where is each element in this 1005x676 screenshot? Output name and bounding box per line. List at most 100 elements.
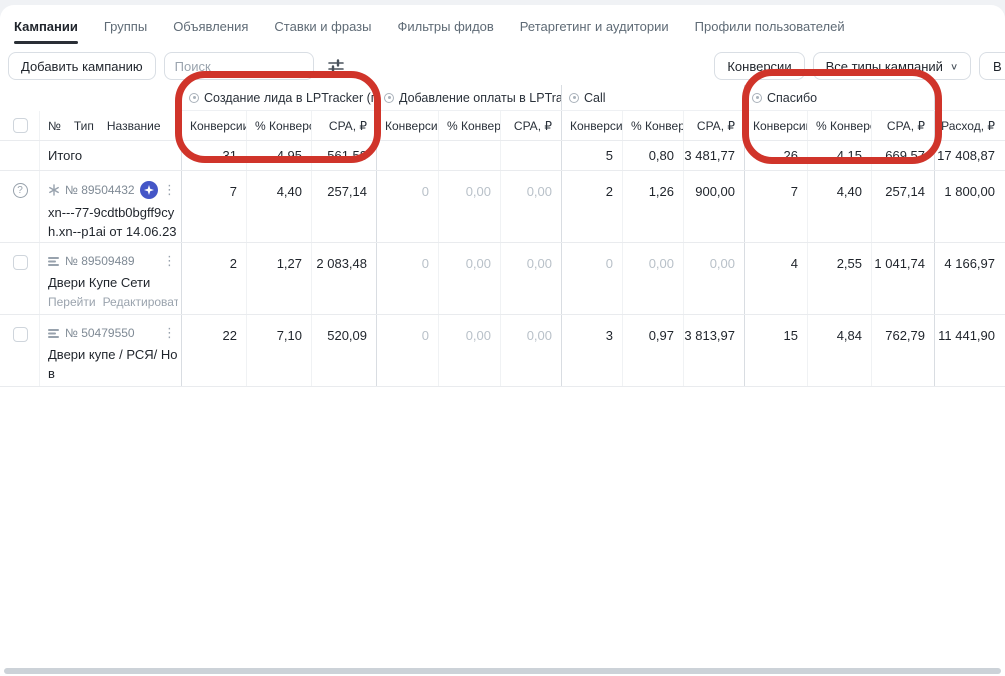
- totals-checkbox-spacer: [0, 141, 40, 171]
- metric-cell: 26: [745, 141, 808, 171]
- col-cpa-g2[interactable]: CPA, ₽: [501, 111, 562, 141]
- goal-groups-row: Создание лида в LPTracker (проект 491 До…: [0, 85, 1005, 111]
- col-cpa-g4[interactable]: CPA, ₽: [872, 111, 935, 141]
- metric-cell: 0,00: [501, 315, 562, 387]
- metric-cell: 0,97: [623, 315, 684, 387]
- metric-cell: [439, 141, 501, 171]
- row-menu-icon[interactable]: ⋮: [163, 325, 176, 340]
- conversions-button[interactable]: Конверсии: [714, 52, 805, 80]
- campaign-name[interactable]: Двери Купе Сети: [48, 275, 151, 290]
- tab-user-profiles[interactable]: Профили пользователей: [694, 18, 845, 34]
- select-all-checkbox[interactable]: [12, 118, 28, 133]
- metric-cell: 0: [377, 243, 439, 315]
- col-conversions-g3[interactable]: Конверсии: [562, 111, 623, 141]
- expense-cell: 4 166,97: [935, 243, 1005, 315]
- metric-cell: 762,79: [872, 315, 935, 387]
- metric-cell: 520,09: [312, 315, 377, 387]
- col-expense[interactable]: Расход, ₽: [935, 111, 1005, 141]
- metric-cell: 0,00: [501, 243, 562, 315]
- campaign-types-label: Все типы кампаний: [825, 58, 943, 74]
- go-to-link[interactable]: Перейти: [48, 294, 96, 309]
- tab-retargeting[interactable]: Ретаргетинг и аудитории: [519, 18, 669, 34]
- metric-cell: 7: [182, 171, 247, 243]
- campaign-number: № 89509489: [65, 254, 135, 268]
- col-rate-g3[interactable]: % Конверсии: [623, 111, 684, 141]
- metric-cell: 4,40: [247, 171, 312, 243]
- col-type-label[interactable]: Тип: [73, 118, 94, 133]
- col-cpa-g1[interactable]: CPA, ₽: [312, 111, 377, 141]
- campaign-name[interactable]: xn---77-9cdtb0bgff9cyh.xn--p1ai от 14.06…: [48, 205, 177, 239]
- row-menu-icon[interactable]: ⋮: [163, 182, 176, 197]
- tab-groups[interactable]: Группы: [103, 18, 148, 34]
- totals-label: Итого: [40, 141, 182, 171]
- metric-cell: 4,95: [247, 141, 312, 171]
- edit-link[interactable]: Редактировать: [103, 386, 178, 387]
- metric-cell: 2: [562, 171, 623, 243]
- campaign-name-cell: № 89504432 ⋮ xn---77-9cdtb0bgff9cyh.xn--…: [40, 171, 182, 243]
- campaign-type-icon: [48, 256, 59, 266]
- filter-settings-icon[interactable]: [322, 52, 350, 80]
- select-all-cell: [0, 111, 40, 141]
- main-tabbar: Кампании Группы Объявления Ставки и фраз…: [0, 5, 1005, 44]
- toolbar: Добавить кампанию Конверсии Все типы кам…: [0, 43, 1005, 81]
- metric-cell: 2: [182, 243, 247, 315]
- row-menu-icon[interactable]: ⋮: [163, 253, 176, 268]
- campaign-type-icon: [48, 328, 59, 338]
- chevron-down-icon: ∨: [949, 61, 958, 72]
- totals-row: Итого 31 4,95 561,58 5 0,80 3 481,77 26 …: [0, 141, 1005, 171]
- col-name-label[interactable]: Название: [106, 118, 161, 133]
- metric-cell: 7: [745, 171, 808, 243]
- col-number-label[interactable]: №: [48, 118, 61, 133]
- horizontal-scrollbar[interactable]: [4, 668, 1001, 674]
- campaign-row: № 89509489 ⋮ Двери Купе Сети Перейти Ред…: [0, 243, 1005, 315]
- row-checkbox[interactable]: [12, 327, 28, 342]
- campaigns-table: Создание лида в LPTracker (проект 491 До…: [0, 85, 1005, 387]
- metric-cell: 22: [182, 315, 247, 387]
- edit-link[interactable]: Редактировать: [102, 294, 178, 309]
- metric-cell: 3: [562, 315, 623, 387]
- campaign-name[interactable]: Двери купе / РСЯ/ Нов: [48, 347, 178, 381]
- metric-cell: 3 481,77: [684, 141, 745, 171]
- col-rate-g2[interactable]: % Конверсии: [439, 111, 501, 141]
- metric-cell: 31: [182, 141, 247, 171]
- row-checkbox[interactable]: [12, 255, 28, 270]
- col-conversions-g1[interactable]: Конверсии: [182, 111, 247, 141]
- campaign-number: № 89504432: [65, 183, 135, 197]
- go-to-link[interactable]: Перейти: [48, 386, 96, 387]
- metric-cell: 561,58: [312, 141, 377, 171]
- col-conversions-g2[interactable]: Конверсии: [377, 111, 439, 141]
- tab-bids-phrases[interactable]: Ставки и фразы: [274, 18, 372, 34]
- expense-cell: 1 800,00: [935, 171, 1005, 243]
- metric-cell: 0,00: [623, 243, 684, 315]
- campaign-types-dropdown[interactable]: Все типы кампаний ∨: [812, 52, 971, 80]
- campaign-row: ? № 89504432 ⋮ xn---77-9cdtb0bgff9cyh.xn…: [0, 171, 1005, 243]
- metric-cell: 0: [377, 171, 439, 243]
- metric-cell: 257,14: [872, 171, 935, 243]
- goal-groups-spacer: [0, 85, 182, 111]
- search-input[interactable]: [163, 52, 314, 80]
- metric-cell: 4,15: [808, 141, 872, 171]
- campaign-name-cell: № 89509489 ⋮ Двери Купе Сети Перейти Ред…: [40, 243, 182, 315]
- content-panel: Кампании Группы Объявления Ставки и фраз…: [0, 5, 1005, 676]
- question-status-icon[interactable]: ?: [12, 183, 28, 198]
- strategy-badge-icon: [139, 181, 158, 199]
- metric-cell: 1 041,74: [872, 243, 935, 315]
- add-campaign-button[interactable]: Добавить кампанию: [8, 52, 156, 80]
- expense-cell: 11 441,90: [935, 315, 1005, 387]
- campaign-type-icon: [49, 184, 59, 196]
- row-checkbox-cell: [0, 243, 40, 315]
- col-rate-g4[interactable]: % Конверсии: [808, 111, 872, 141]
- toolbar-right: Конверсии Все типы кампаний ∨ В: [714, 52, 1005, 80]
- col-cpa-g3[interactable]: CPA, ₽: [684, 111, 745, 141]
- tab-campaigns[interactable]: Кампании: [14, 19, 78, 44]
- col-conversions-g4[interactable]: Конверсии: [745, 111, 808, 141]
- table-header-row: № Тип Название Конверсии % Конверсии CPA…: [0, 111, 1005, 141]
- tab-ads[interactable]: Объявления: [173, 18, 249, 34]
- col-rate-g1[interactable]: % Конверсии: [247, 111, 312, 141]
- metric-cell: 0,00: [439, 243, 501, 315]
- tab-feed-filters[interactable]: Фильтры фидов: [397, 18, 494, 34]
- goal-group-lead-creation: Создание лида в LPTracker (проект 491: [182, 85, 377, 111]
- metric-cell: 5: [562, 141, 623, 171]
- view-button-cutoff[interactable]: В: [979, 52, 1005, 80]
- metric-cell: 3 813,97: [684, 315, 745, 387]
